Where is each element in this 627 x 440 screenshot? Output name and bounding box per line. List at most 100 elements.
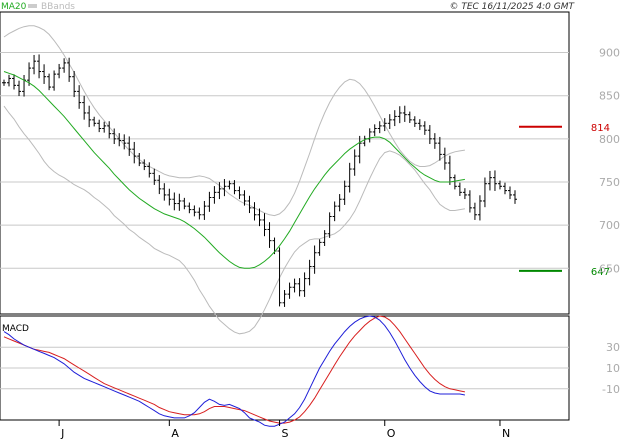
price-bar: [492, 170, 497, 191]
price-bar: [107, 121, 112, 139]
price-bar: [327, 212, 332, 238]
price-bar: [317, 239, 322, 256]
price-bar: [212, 186, 217, 204]
x-tick-label: S: [282, 427, 289, 440]
bollinger-bands: [3, 25, 465, 335]
price-bar: [347, 162, 352, 193]
macd-tick-label: -10: [602, 383, 620, 396]
x-tick-label: N: [502, 427, 510, 440]
price-bar: [507, 186, 512, 200]
price-bar: [2, 79, 6, 86]
price-bar: [122, 134, 127, 150]
price-bar: [222, 179, 227, 197]
price-bar: [232, 180, 237, 195]
macd-tick-label: 30: [606, 341, 620, 354]
price-bar: [157, 175, 162, 195]
price-bar: [497, 180, 502, 190]
price-bar: [217, 182, 222, 200]
x-tick-label: J: [60, 427, 64, 440]
ma20-polyline: [3, 71, 465, 269]
price-bar: [487, 170, 492, 191]
price-bar: [402, 105, 407, 122]
ma20-legend: MA20: [1, 2, 27, 12]
price-bar: [242, 190, 247, 206]
price-bar: [342, 180, 347, 205]
support-label: 647: [591, 267, 610, 278]
price-bar: [137, 152, 142, 167]
macd-line: [3, 315, 465, 427]
price-bar: [42, 64, 47, 84]
price-bar: [262, 213, 267, 237]
price-bar: [482, 177, 487, 208]
price-bar: [132, 141, 137, 164]
price-bar: [427, 125, 432, 145]
price-bar: [12, 74, 17, 90]
price-bar: [192, 205, 197, 217]
price-bar: [112, 128, 117, 145]
price-bar: [197, 207, 202, 220]
price-bar: [7, 74, 12, 87]
price-bar: [147, 162, 152, 178]
copyright-text: © TEC 16/11/2025 4:0 GMT: [449, 2, 575, 12]
ma20-line: [3, 71, 465, 269]
price-bar: [152, 168, 157, 185]
price-bar: [167, 188, 172, 206]
price-bar: [57, 63, 62, 79]
price-bar: [502, 182, 507, 195]
price-bar: [77, 85, 82, 109]
price-bar: [462, 188, 467, 200]
price-bar: [513, 190, 517, 204]
price-bar: [37, 54, 42, 79]
price-bar: [97, 119, 102, 133]
price-bar: [452, 174, 457, 190]
price-bar: [337, 194, 342, 212]
price-bar: [372, 124, 377, 137]
price-bar: [32, 54, 37, 75]
x-tick-label: A: [171, 427, 179, 440]
price-tick-label: 850: [599, 90, 620, 103]
price-bar: [237, 186, 242, 200]
price-y-axis: 650 700 750 800 850 900: [599, 47, 620, 276]
price-bar: [92, 116, 97, 127]
price-bar: [382, 118, 387, 132]
x-tick-label: O: [387, 427, 396, 440]
price-bar: [72, 71, 77, 98]
price-panel-frame: [0, 11, 570, 315]
price-tick-label: 900: [599, 47, 620, 60]
price-bar: [287, 282, 292, 299]
price-bar: [67, 57, 72, 82]
price-bar: [187, 202, 192, 214]
price-bar: [87, 105, 92, 128]
price-bar: [362, 135, 367, 147]
price-bar: [417, 119, 422, 131]
price-bar: [282, 290, 287, 307]
bb-upper-line: [3, 25, 465, 217]
price-bar: [367, 128, 372, 143]
price-bar: [447, 155, 452, 185]
price-bar: [432, 133, 437, 149]
macd-panel-label: MACD: [2, 324, 29, 334]
price-bar: [22, 74, 27, 97]
macd-signal-line: [3, 315, 465, 424]
price-bar: [352, 149, 357, 176]
price-bar: [467, 190, 472, 213]
price-bar: [102, 121, 107, 133]
price-bar: [322, 230, 327, 247]
price-bar: [47, 73, 52, 91]
price-bar: [377, 121, 382, 134]
price-bar: [472, 202, 477, 220]
macd-grid: [0, 346, 569, 390]
bb-lower-line: [3, 105, 465, 335]
price-bar: [292, 278, 297, 293]
price-bars: [2, 54, 517, 307]
price-bar: [407, 111, 412, 123]
price-bar: [302, 272, 307, 297]
price-bar: [202, 200, 207, 220]
price-bar: [127, 136, 132, 156]
price-bar: [297, 278, 302, 297]
price-bar: [17, 80, 22, 97]
price-bar: [227, 180, 232, 190]
price-bar: [387, 114, 392, 130]
